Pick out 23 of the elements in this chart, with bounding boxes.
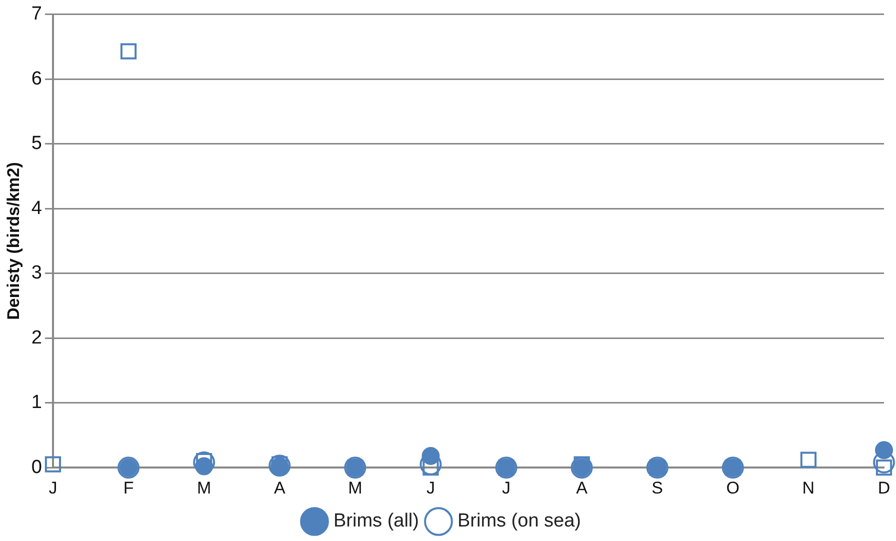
x-tick-label: J [502, 478, 511, 498]
legend-label: Brims (all) [333, 510, 419, 532]
y-tick-label: 6 [31, 68, 42, 90]
y-tick-label: 7 [31, 4, 42, 25]
x-tick-label: A [274, 478, 286, 498]
x-tick-label: J [48, 478, 58, 498]
y-tick-label: 2 [31, 327, 42, 348]
y-tick-label: 3 [31, 262, 42, 284]
x-tick-label: N [802, 478, 815, 498]
y-tick-label: 4 [31, 198, 42, 219]
y-axis-title: Denisty (birds/km2) [4, 162, 23, 320]
y-tick-label: 5 [31, 133, 42, 154]
x-tick-label: A [576, 478, 588, 498]
y-tick-label: 0 [31, 456, 42, 478]
x-tick-label: F [123, 478, 134, 498]
x-tick-label: O [726, 478, 740, 498]
x-tick-label: M [348, 478, 362, 498]
x-tick-label: J [426, 478, 435, 498]
x-tick-label: S [652, 478, 664, 498]
legend-label: Brims (on sea) [457, 510, 582, 532]
y-tick-label: 1 [31, 392, 42, 414]
x-tick-label: M [196, 478, 212, 498]
x-tick-label: D [878, 478, 890, 498]
